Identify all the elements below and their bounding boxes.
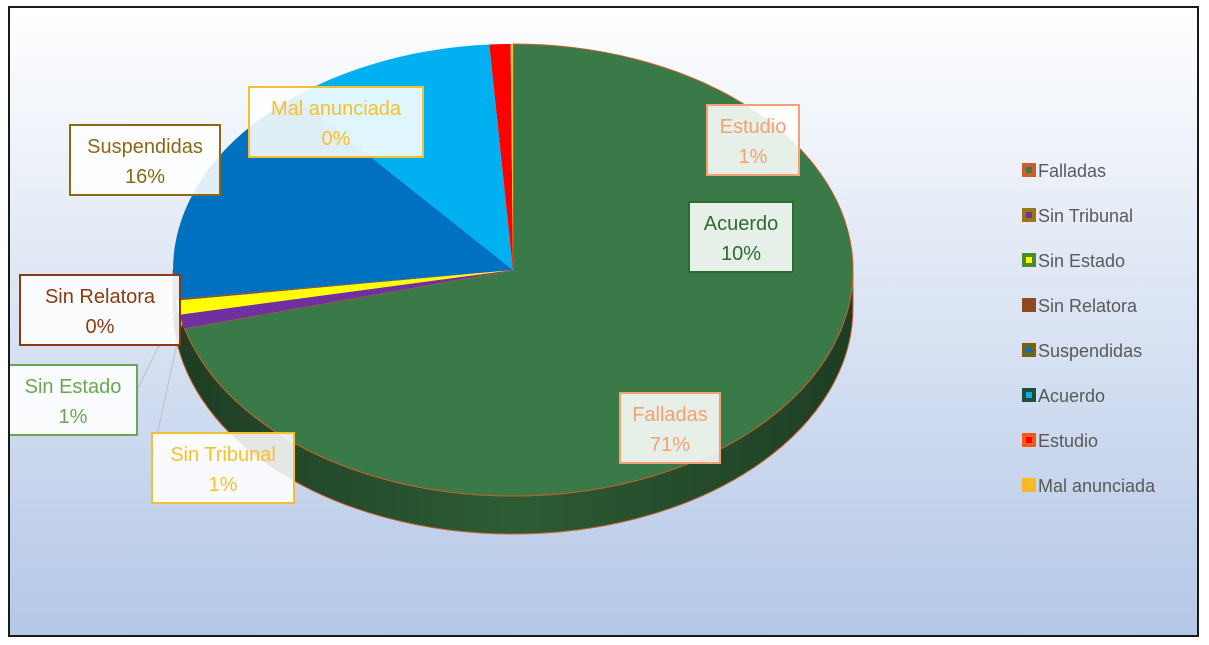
data-label-percent: 10% (721, 243, 761, 265)
data-label-estudio: Estudio 1% (706, 104, 800, 176)
data-label-percent: 1% (59, 406, 88, 428)
legend-label: Sin Relatora (1038, 296, 1138, 316)
legend-marker-inner (1026, 347, 1032, 353)
legend-item-sin-relatora: Sin Relatora (1022, 296, 1138, 316)
data-label-percent: 16% (125, 166, 165, 188)
data-label-percent: 1% (209, 474, 238, 496)
legend-marker-inner (1026, 437, 1032, 443)
data-label-box (10, 364, 138, 436)
data-label-mal-anunciada: Mal anunciada 0% (248, 86, 424, 158)
pie-top (172, 43, 854, 497)
data-label-name: Estudio (720, 116, 787, 138)
legend-item-mal-anunciada: Mal anunciada (1022, 476, 1156, 496)
legend-marker-inner (1026, 482, 1032, 488)
legend-marker-inner (1026, 167, 1032, 173)
data-label-falladas: Falladas 71% (619, 392, 721, 464)
data-label-percent: 0% (86, 316, 115, 338)
pie-slice-falladas (183, 43, 854, 497)
pie-slice-sin-estado (176, 270, 513, 315)
legend-marker-inner (1026, 392, 1032, 398)
data-label-name: Sin Estado (25, 376, 122, 398)
data-label-name: Sin Tribunal (170, 444, 276, 466)
legend: Falladas Sin Tribunal Sin Estado Sin Relato… (1022, 161, 1156, 496)
data-label-box (69, 124, 221, 196)
data-label-name: Sin Relatora (45, 286, 156, 308)
data-label-box (19, 274, 181, 346)
legend-label: Sin Tribunal (1038, 206, 1133, 226)
data-label-box (706, 104, 800, 176)
legend-item-sin-tribunal: Sin Tribunal (1022, 206, 1133, 226)
data-label-sin-estado: Sin Estado 1% (10, 364, 138, 436)
legend-label: Estudio (1038, 431, 1098, 451)
data-label-box (619, 392, 721, 464)
data-label-percent: 1% (739, 146, 768, 168)
pie-slice-sin-relatora (175, 270, 513, 301)
data-label-sin-tribunal: Sin Tribunal 1% (151, 432, 295, 504)
legend-label: Sin Estado (1038, 251, 1125, 271)
data-label-sin-relatora: Sin Relatora 0% (19, 274, 181, 346)
legend-marker-inner (1026, 257, 1032, 263)
legend-item-suspendidas: Suspendidas (1022, 341, 1142, 361)
chart-frame: Falladas 71% Sin Tribunal 1% Sin Estado 1% Sin… (8, 6, 1199, 637)
legend-marker-inner (1026, 302, 1032, 308)
legend-label: Mal anunciada (1038, 476, 1156, 496)
legend-item-acuerdo: Acuerdo (1022, 386, 1105, 406)
data-label-name: Falladas (632, 404, 708, 426)
pie-slice-sin-tribunal (179, 270, 513, 329)
data-label-box (688, 201, 794, 273)
legend-item-sin-estado: Sin Estado (1022, 251, 1125, 271)
data-label-name: Suspendidas (87, 136, 203, 158)
data-label-name: Acuerdo (704, 213, 779, 235)
pie-slice-estudio (489, 44, 513, 271)
legend-item-falladas: Falladas (1022, 161, 1106, 181)
data-label-suspendidas: Suspendidas 16% (69, 124, 221, 196)
legend-label: Suspendidas (1038, 341, 1142, 361)
legend-label: Falladas (1038, 161, 1106, 181)
data-label-acuerdo: Acuerdo 10% (688, 201, 794, 273)
data-label-percent: 71% (650, 434, 690, 456)
data-label-name: Mal anunciada (271, 98, 402, 120)
pie-slice-mal-anunciada (510, 44, 513, 270)
data-label-box (248, 86, 424, 158)
legend-item-estudio: Estudio (1022, 431, 1098, 451)
data-label-box (151, 432, 295, 504)
legend-marker-inner (1026, 212, 1032, 218)
data-label-percent: 0% (322, 128, 351, 150)
legend-label: Acuerdo (1038, 386, 1105, 406)
